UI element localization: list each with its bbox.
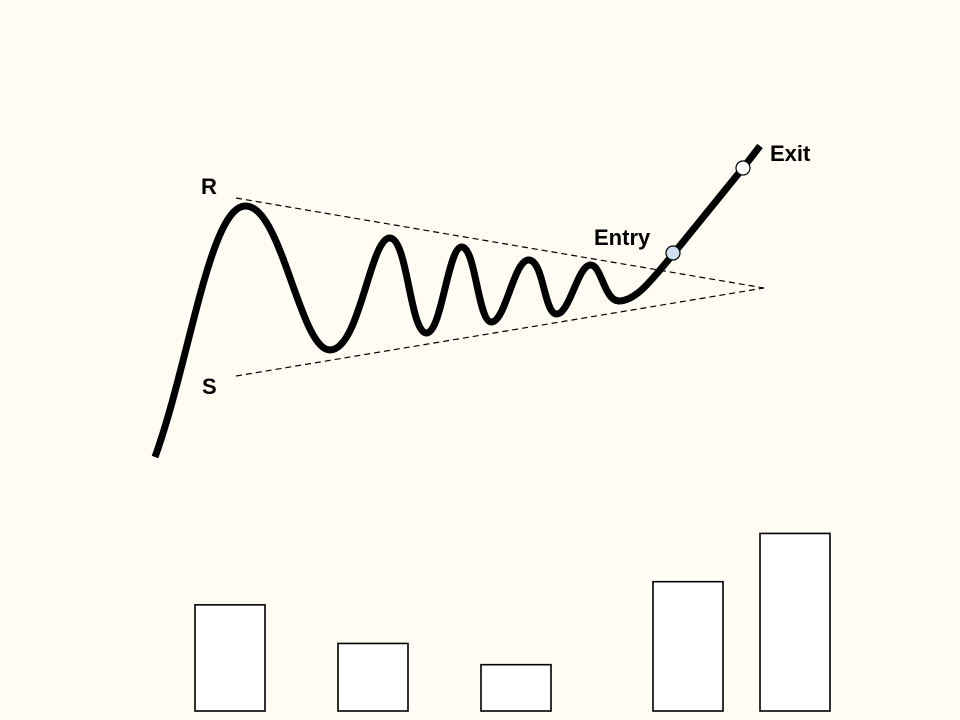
volume-bar xyxy=(194,604,266,712)
price-line xyxy=(151,143,763,459)
volume-bars xyxy=(194,532,831,712)
volume-bar xyxy=(480,663,552,712)
volume-bar xyxy=(652,580,724,712)
exit-label: Exit xyxy=(770,141,811,166)
exit-point-marker xyxy=(735,160,751,176)
entry-label: Entry xyxy=(594,225,651,250)
resistance-label: R xyxy=(201,174,217,199)
volume-bar xyxy=(759,532,831,712)
volume-bar xyxy=(337,642,409,712)
support-label: S xyxy=(202,374,217,399)
entry-point-marker xyxy=(665,245,681,261)
